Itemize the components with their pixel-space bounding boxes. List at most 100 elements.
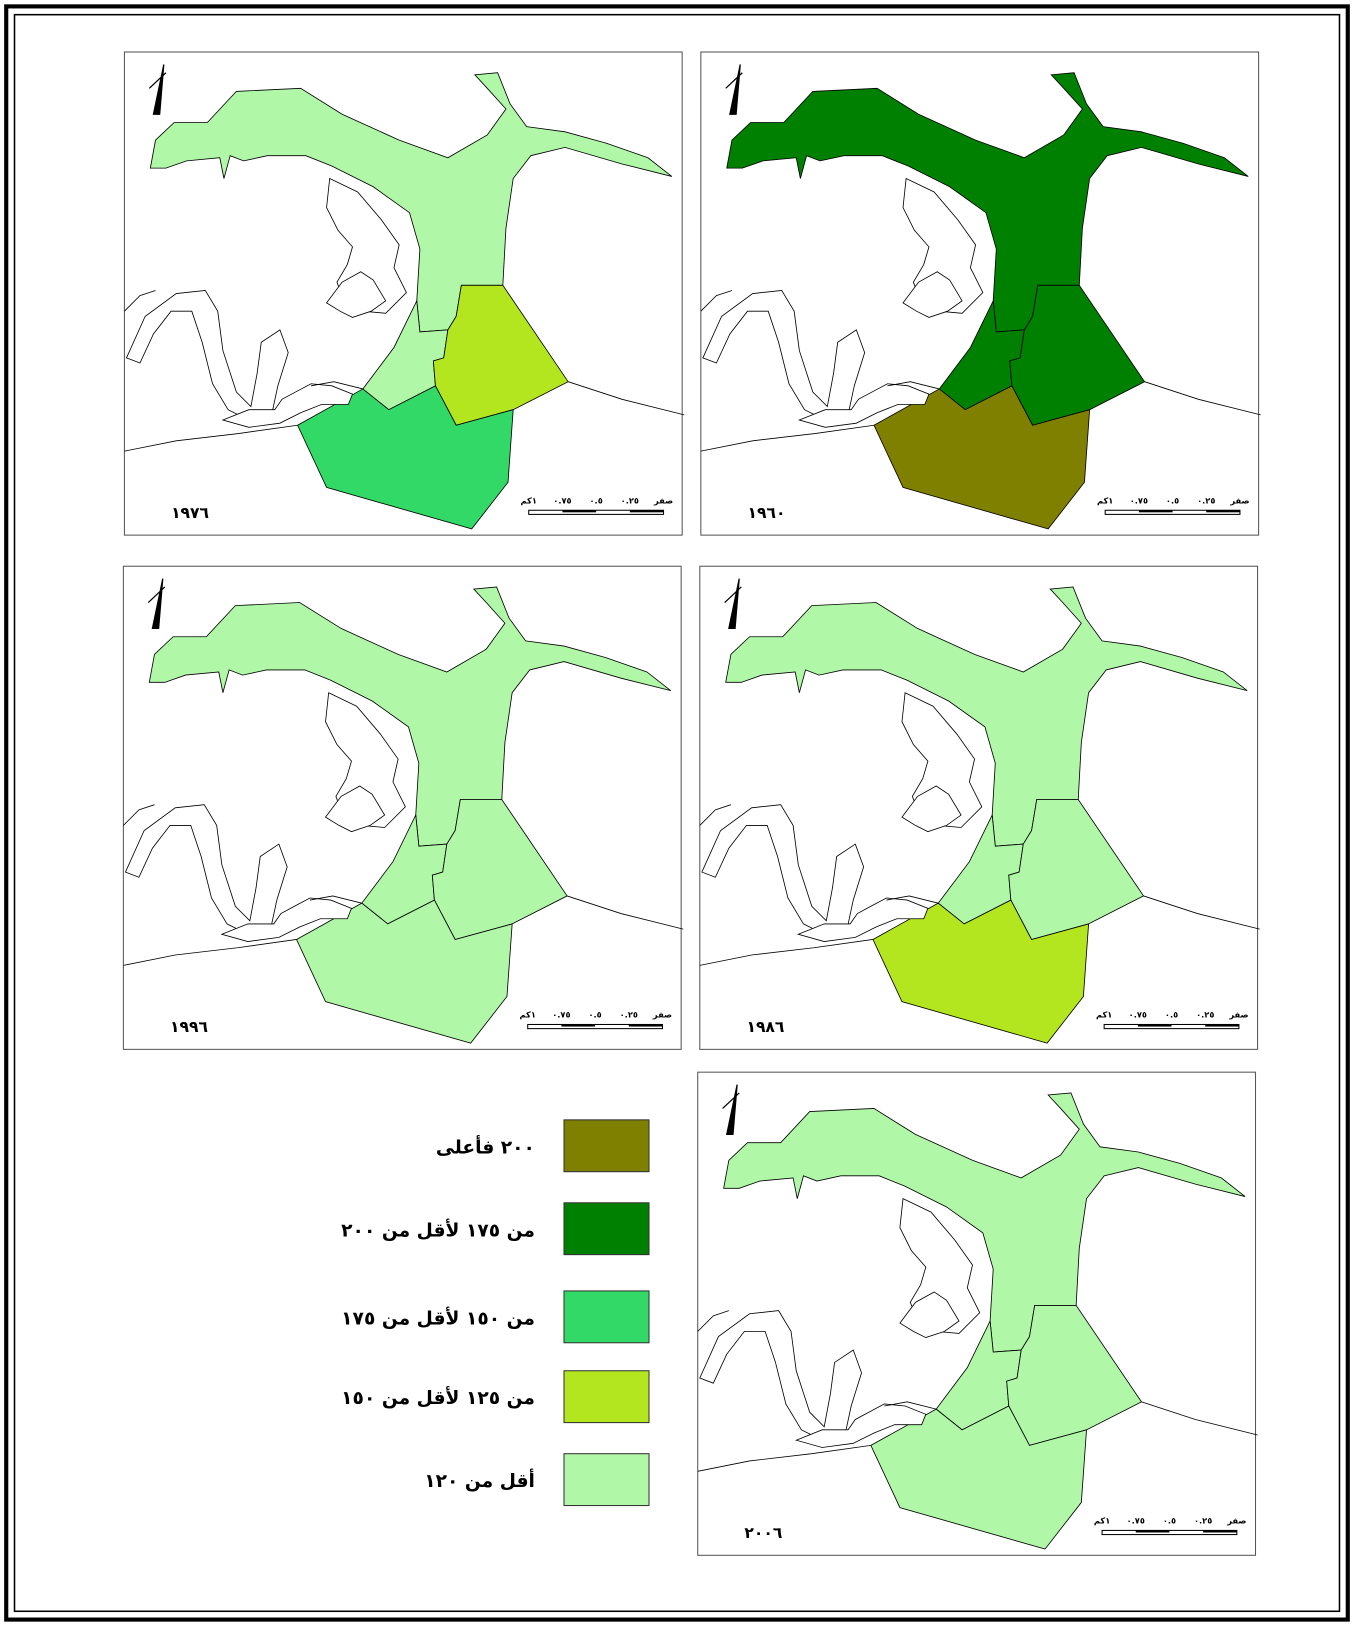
island: [701, 804, 865, 934]
north-arrow: [725, 64, 743, 115]
island: [797, 897, 929, 942]
district: [297, 385, 514, 530]
outer-frame: [4, 4, 1350, 1622]
legend-swatch: [563, 1453, 650, 1507]
scale-segment: [1203, 1530, 1237, 1533]
coastline: [309, 895, 362, 904]
scale-label: ٠.٧٥: [552, 1010, 570, 1020]
island: [899, 1291, 960, 1339]
scale-segment: [1206, 510, 1240, 513]
coastline: [1144, 381, 1261, 416]
inner-frame: [13, 13, 1341, 1613]
coastline: [699, 939, 874, 966]
scale-label: ٠.٥: [1165, 1010, 1178, 1020]
scale-label: ١كم: [521, 495, 537, 505]
scale-segment: [1137, 1024, 1172, 1027]
coastline: [310, 381, 363, 390]
map-year: ١٩٧٦: [171, 504, 209, 522]
map-panel: ١٩٧٦ صفر ٠.٢٥ ٠.٥ ٠.٧٥ ١كم: [123, 51, 685, 536]
scale-segment: [629, 510, 664, 513]
island: [324, 785, 386, 833]
island: [702, 290, 866, 420]
island: [325, 271, 387, 318]
scale-label: صفر: [1226, 1516, 1246, 1527]
scale-label: ٠.٢٥: [1196, 1010, 1214, 1020]
map-year: ١٩٨٦: [746, 1018, 784, 1036]
island: [798, 383, 930, 428]
district: [870, 1405, 1087, 1550]
district: [872, 899, 1090, 1044]
map-panel: ١٩٩٦ صفر ٠.٢٥ ٠.٥ ٠.٧٥ ١كم: [122, 565, 684, 1050]
map-year: ١٩٩٦: [170, 1018, 208, 1036]
scale-label: ٠.٢٥: [621, 495, 639, 505]
coastline: [566, 895, 684, 930]
scale-segment: [562, 510, 597, 513]
island: [901, 785, 962, 833]
map-panel: ٢٠٠٦ صفر ٠.٢٥ ٠.٥ ٠.٧٥ ١كم: [697, 1071, 1258, 1556]
scale-label: ٠.٧٥: [1130, 495, 1148, 505]
scale-label: ٠.٥: [588, 1010, 601, 1020]
district: [726, 72, 1249, 333]
coastline: [123, 804, 155, 826]
scale-label: صفر: [1228, 1010, 1248, 1021]
coastline: [697, 1444, 871, 1472]
scale-label: ١كم: [1097, 495, 1113, 505]
scale-label: ٠.٥: [1163, 1516, 1176, 1526]
map-year: ١٩٦٠: [747, 504, 785, 522]
scale-label: ٠.٧٥: [1127, 1516, 1145, 1526]
north-arrow: [147, 578, 166, 630]
legend-label: من ١٧٥ لأقل من ٢٠٠: [341, 1218, 535, 1241]
scale-label: ٠.٥: [590, 495, 603, 505]
coastline: [1141, 1401, 1258, 1436]
coastline: [697, 1310, 729, 1332]
coastline: [699, 804, 732, 826]
legend-label: من ١٥٠ لأقل من ١٧٥: [341, 1306, 535, 1329]
scale-label: ٠.٢٥: [1197, 495, 1215, 505]
district: [723, 1092, 1246, 1353]
island: [125, 290, 289, 420]
island: [124, 804, 288, 934]
district: [725, 586, 1248, 847]
scale-label: ١كم: [1096, 1010, 1112, 1020]
scale-label: ٠.٧٥: [553, 495, 571, 505]
coastline: [700, 290, 733, 312]
map-panel: ١٩٨٦ صفر ٠.٢٥ ٠.٥ ٠.٧٥ ١كم: [699, 565, 1260, 1050]
scale-label: ١كم: [520, 1010, 536, 1020]
district: [148, 586, 672, 847]
coastline: [1143, 895, 1260, 930]
scale-segment: [1138, 510, 1173, 513]
island: [794, 1403, 927, 1448]
legend-swatch: [563, 1202, 650, 1256]
maps: ١٩٧٦صفر٠.٢٥٠.٥٠.٧٥١كم١٩٦٠صفر٠.٢٥٠.٥٠.٧٥١…: [122, 51, 1261, 1556]
legend-swatch: [563, 1370, 650, 1424]
coastline: [124, 424, 298, 452]
scale-label: صفر: [1229, 495, 1249, 506]
scale-label: ٠.٥: [1166, 495, 1179, 505]
coastline: [124, 290, 156, 312]
scale-segment: [628, 1024, 663, 1027]
island: [221, 383, 354, 428]
island: [699, 1310, 862, 1440]
coastline: [886, 895, 939, 904]
scale-label: ٠.٧٥: [1129, 1010, 1147, 1020]
legend: ٢٠٠ فأعلى من ١٧٥ لأقل من ٢٠٠ من ١٥٠ لأقل م…: [341, 1119, 650, 1507]
coastline: [700, 424, 875, 452]
coastline: [568, 381, 685, 416]
scale-segment: [561, 1024, 596, 1027]
scale-label: ٠.٢٥: [1194, 1516, 1212, 1526]
scale-segment: [1135, 1530, 1170, 1533]
legend-swatch: [563, 1290, 650, 1344]
scale-segment: [1205, 1024, 1239, 1027]
north-arrow: [722, 1084, 740, 1135]
scale-label: ٠.٢٥: [620, 1010, 638, 1020]
district: [873, 385, 1091, 530]
scale-label: ١كم: [1094, 1516, 1110, 1526]
coastline: [887, 381, 940, 390]
north-arrow: [148, 64, 167, 115]
scale-label: صفر: [653, 495, 673, 506]
coastline: [123, 939, 297, 966]
legend-label: ٢٠٠ فأعلى: [436, 1134, 535, 1158]
legend-label: من ١٢٥ لأقل من ١٥٠: [341, 1386, 535, 1409]
map-panel: ١٩٦٠ صفر ٠.٢٥ ٠.٥ ٠.٧٥ ١كم: [700, 51, 1261, 536]
